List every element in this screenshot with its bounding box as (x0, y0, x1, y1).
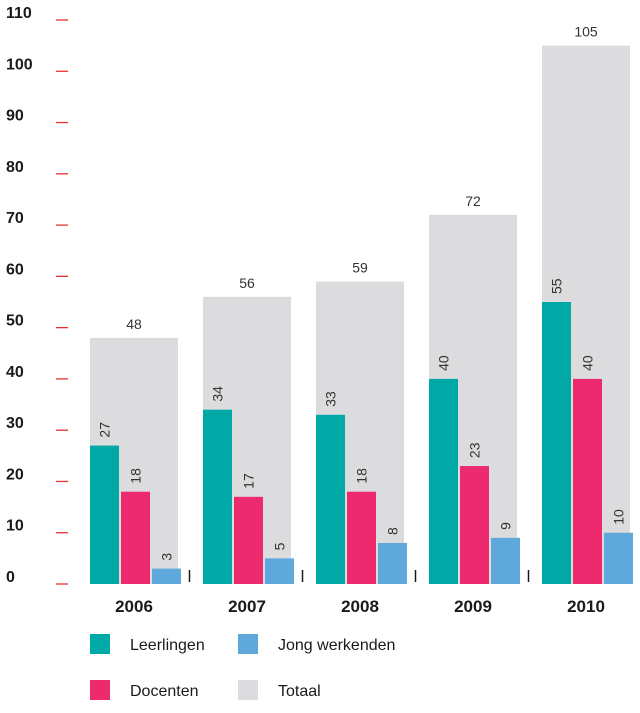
bar-value-label: 40 (436, 355, 452, 371)
y-tick-label: 40 (6, 364, 24, 381)
bar-leerlingen (542, 302, 571, 584)
bar-leerlingen (90, 445, 119, 584)
bar-docenten (234, 496, 263, 584)
y-tick-label: 90 (6, 108, 24, 125)
legend-swatch (238, 634, 258, 654)
bar-value-label: 33 (323, 391, 339, 407)
bar-value-label: 18 (128, 468, 144, 484)
bar-jong-werkenden (265, 558, 294, 584)
bar-value-label: 23 (467, 442, 483, 458)
bar-value-label: 34 (210, 386, 226, 402)
y-tick-label: 70 (6, 210, 24, 227)
y-tick-label: 30 (6, 415, 24, 432)
series-bars: 27 18 3 34 17 5 33 18 8 40 23 9 55 40 10 (90, 278, 633, 584)
x-tick-label: 2010 (567, 597, 605, 616)
x-tick-label: 2009 (454, 597, 492, 616)
bar-docenten (121, 491, 150, 584)
bar-docenten (460, 466, 489, 584)
y-tick-label: 20 (6, 466, 24, 483)
x-tick-label: 2006 (115, 597, 153, 616)
total-value-label: 72 (465, 193, 481, 209)
category-separators (188, 570, 530, 582)
x-tick-label: 2007 (228, 597, 266, 616)
bar-leerlingen (429, 378, 458, 584)
bar-jong-werkenden (604, 532, 633, 584)
bar-value-label: 55 (549, 278, 565, 294)
legend-swatch (90, 634, 110, 654)
bar-jong-werkenden (491, 537, 520, 584)
total-value-label: 48 (126, 316, 142, 332)
total-value-label: 56 (239, 275, 255, 291)
bar-jong-werkenden (378, 542, 407, 584)
legend-label: Totaal (278, 683, 321, 700)
bar-value-label: 27 (97, 422, 113, 438)
legend-label: Jong werkenden (278, 637, 395, 654)
x-tick-label: 2008 (341, 597, 379, 616)
bar-value-label: 8 (385, 527, 401, 535)
x-axis: 2006 2007 2008 2009 2010 (115, 597, 605, 616)
y-tick-label: 110 (6, 5, 32, 22)
y-tick-label: 80 (6, 159, 24, 176)
bar-leerlingen (316, 414, 345, 584)
y-axis: 0 10 20 30 40 50 60 70 80 90 100 110 (6, 5, 68, 586)
legend-label: Docenten (130, 683, 199, 700)
y-tick-label: 50 (6, 313, 24, 330)
bar-value-label: 18 (354, 468, 370, 484)
y-tick-label: 10 (6, 518, 24, 535)
bar-value-label: 3 (159, 553, 175, 561)
bar-jong-werkenden (152, 568, 181, 584)
legend: Leerlingen Jong werkenden Docenten Totaal (90, 634, 395, 700)
y-tick-label: 0 (6, 569, 15, 586)
legend-swatch (90, 680, 110, 700)
bar-value-label: 9 (498, 522, 514, 530)
bar-value-label: 5 (272, 542, 288, 550)
legend-label: Leerlingen (130, 637, 205, 654)
bar-leerlingen (203, 409, 232, 584)
total-value-label: 59 (352, 259, 368, 275)
bar-docenten (347, 491, 376, 584)
bar-value-label: 17 (241, 473, 257, 489)
y-tick-label: 60 (6, 261, 24, 278)
bar-value-label: 40 (580, 355, 596, 371)
bar-value-label: 10 (611, 509, 627, 525)
legend-swatch (238, 680, 258, 700)
y-tick-label: 100 (6, 56, 33, 73)
bar-docenten (573, 378, 602, 584)
total-value-label: 105 (574, 24, 598, 40)
